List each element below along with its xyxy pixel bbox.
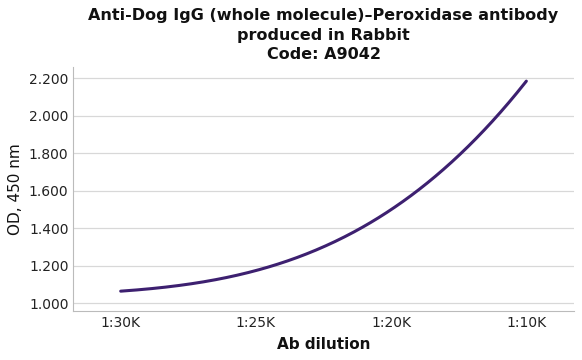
Title: Anti-Dog IgG (whole molecule)–Peroxidase antibody
produced in Rabbit
Code: A9042: Anti-Dog IgG (whole molecule)–Peroxidase… <box>88 8 559 62</box>
X-axis label: Ab dilution: Ab dilution <box>277 337 370 352</box>
Y-axis label: OD, 450 nm: OD, 450 nm <box>8 143 23 235</box>
